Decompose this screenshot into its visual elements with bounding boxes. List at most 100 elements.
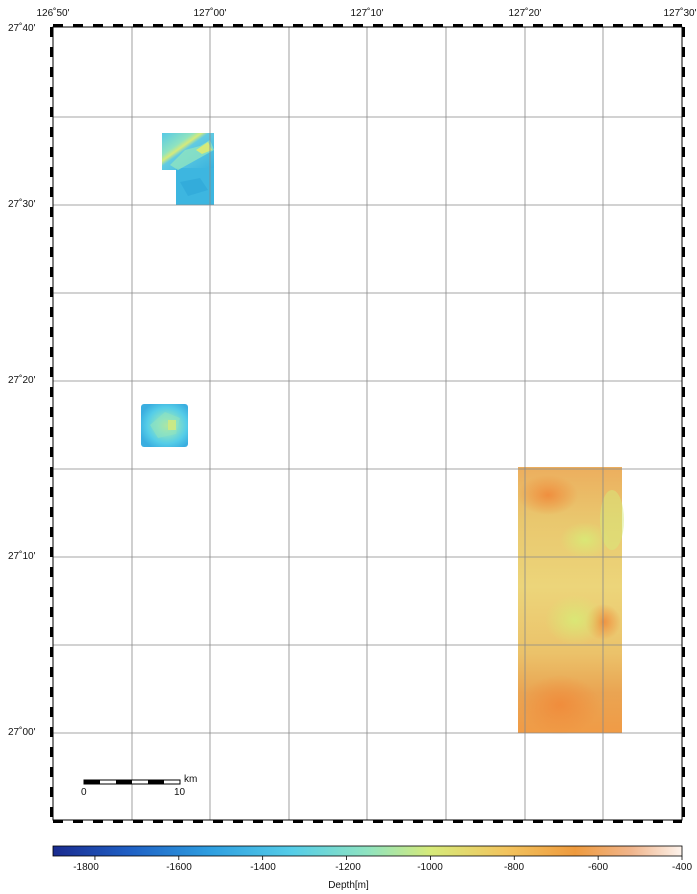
colorbar-tick-label: -1600 xyxy=(166,862,192,873)
frame-dash xyxy=(133,24,143,27)
southeast-patch xyxy=(518,467,624,735)
frame-dash xyxy=(93,24,103,27)
frame-dash xyxy=(682,647,685,657)
frame-dash xyxy=(73,820,83,823)
frame-dash xyxy=(373,820,383,823)
frame-dash xyxy=(50,667,53,677)
frame-dash xyxy=(682,207,685,217)
frame-dash xyxy=(53,820,63,823)
frame-dash xyxy=(213,820,223,823)
frame-dash xyxy=(50,227,53,237)
frame-dash xyxy=(682,767,685,777)
latitude-label: 27˚10' xyxy=(8,551,36,562)
frame-dash xyxy=(153,820,163,823)
frame-dash xyxy=(50,27,53,37)
frame-dash xyxy=(513,24,523,27)
frame-dash xyxy=(682,227,685,237)
frame-dash xyxy=(682,47,685,57)
frame-dash xyxy=(682,147,685,157)
frame-dash xyxy=(50,87,53,97)
colorbar-tick-label: -600 xyxy=(587,862,609,873)
map-frame-border xyxy=(50,24,685,823)
frame-dash xyxy=(393,820,403,823)
frame-dash xyxy=(313,24,323,27)
frame-dash xyxy=(50,167,53,177)
frame-dash xyxy=(193,24,203,27)
frame-dash xyxy=(682,107,685,117)
frame-dash xyxy=(493,24,503,27)
frame-dash xyxy=(173,24,183,27)
longitude-label: 127˚30' xyxy=(663,8,697,19)
frame-dash xyxy=(50,47,53,57)
frame-dash xyxy=(653,820,663,823)
frame-dash xyxy=(533,820,543,823)
frame-dash xyxy=(473,820,483,823)
scale-bar-start-label: 0 xyxy=(81,787,87,798)
frame-dash xyxy=(133,820,143,823)
frame-dash xyxy=(50,767,53,777)
frame-dash xyxy=(50,407,53,417)
frame-dash xyxy=(153,24,163,27)
frame-dash xyxy=(333,24,343,27)
latitude-label: 27˚20' xyxy=(8,375,36,386)
frame-dash xyxy=(50,467,53,477)
frame-dash xyxy=(682,667,685,677)
frame-dash xyxy=(50,287,53,297)
frame-dash xyxy=(50,67,53,77)
frame-dash xyxy=(193,820,203,823)
frame-dash xyxy=(682,747,685,757)
northwest-patch xyxy=(162,133,214,205)
frame-dash xyxy=(682,487,685,497)
frame-dash xyxy=(50,307,53,317)
frame-dash xyxy=(313,820,323,823)
frame-dash xyxy=(50,487,53,497)
frame-dash xyxy=(273,24,283,27)
colorbar-tick-label: -1800 xyxy=(73,862,99,873)
frame-dash xyxy=(50,607,53,617)
frame-dash xyxy=(682,87,685,97)
frame-dash xyxy=(50,647,53,657)
frame-dash xyxy=(413,24,423,27)
frame-dash xyxy=(682,187,685,197)
frame-dash xyxy=(50,107,53,117)
frame-dash xyxy=(233,820,243,823)
colorbar-tick-label: -1400 xyxy=(250,862,276,873)
frame-dash xyxy=(50,687,53,697)
colorbar-tick-label: -1000 xyxy=(417,862,443,873)
frame-dash xyxy=(682,67,685,77)
frame-dash xyxy=(433,820,443,823)
frame-dash xyxy=(293,820,303,823)
frame-dash xyxy=(50,347,53,357)
frame-dash xyxy=(682,267,685,277)
frame-dash xyxy=(373,24,383,27)
frame-dash xyxy=(573,24,583,27)
frame-dash xyxy=(50,387,53,397)
frame-dash xyxy=(682,427,685,437)
frame-dash xyxy=(113,820,123,823)
frame-dash xyxy=(93,820,103,823)
frame-dash xyxy=(50,447,53,457)
frame-dash xyxy=(682,507,685,517)
frame-dash xyxy=(53,24,63,27)
frame-dash xyxy=(493,820,503,823)
frame-dash xyxy=(633,24,643,27)
frame-dash xyxy=(682,687,685,697)
frame-dash xyxy=(573,820,583,823)
frame-dash xyxy=(682,407,685,417)
frame-dash xyxy=(453,820,463,823)
latitude-label: 27˚30' xyxy=(8,199,36,210)
frame-dash xyxy=(50,727,53,737)
frame-dash xyxy=(453,24,463,27)
frame-dash xyxy=(682,607,685,617)
frame-dash xyxy=(682,287,685,297)
frame-dash xyxy=(50,127,53,137)
latitude-label: 27˚40' xyxy=(8,23,36,34)
frame-dash xyxy=(682,307,685,317)
frame-dash xyxy=(273,820,283,823)
frame-dash xyxy=(50,267,53,277)
frame-dash xyxy=(433,24,443,27)
longitude-label: 127˚10' xyxy=(350,8,384,19)
frame-dash xyxy=(682,627,685,637)
longitude-label: 126˚50' xyxy=(36,8,70,19)
scale-bar-unit: km xyxy=(184,774,198,785)
